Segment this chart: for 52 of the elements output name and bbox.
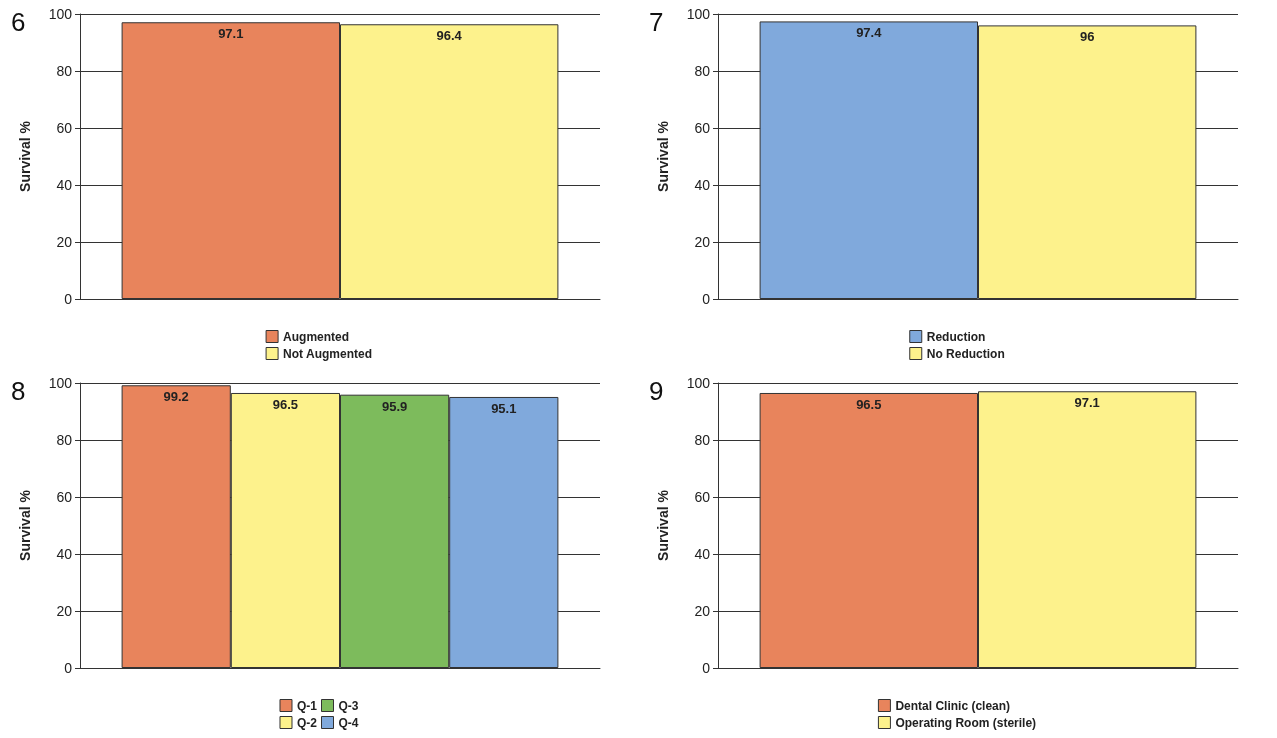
y-tick-label: 0 xyxy=(702,291,711,307)
legend-label: Dental Clinic (clean) xyxy=(895,698,1011,713)
y-axis-title: Survival % xyxy=(17,489,33,561)
data-label: 95.1 xyxy=(491,400,517,416)
y-tick-label: 40 xyxy=(694,177,711,193)
chart-title: 8 xyxy=(11,376,26,406)
y-tick-label: 20 xyxy=(694,603,711,619)
y-tick-label: 20 xyxy=(694,234,711,250)
y-tick-label: 0 xyxy=(702,660,711,676)
y-tick-label: 100 xyxy=(48,375,73,391)
legend-label: Q-1 xyxy=(297,698,318,713)
legend-label: No Reduction xyxy=(926,346,1005,361)
y-tick-label: 60 xyxy=(56,489,73,505)
y-axis-title: Survival % xyxy=(655,120,671,192)
legend-label: Reduction xyxy=(926,329,986,344)
legend-label: Q-2 xyxy=(297,715,318,730)
y-tick-label: 60 xyxy=(694,120,711,136)
data-label: 96.5 xyxy=(856,396,882,412)
chart-title: 9 xyxy=(649,376,664,406)
y-tick-label: 80 xyxy=(694,432,711,448)
legend-label: Not Augmented xyxy=(283,346,372,361)
y-tick-label: 40 xyxy=(56,177,73,193)
y-tick-label: 20 xyxy=(56,603,73,619)
legend-label: Augmented xyxy=(283,329,350,344)
legend-label: Q-4 xyxy=(338,715,359,730)
y-tick-label: 40 xyxy=(56,546,73,562)
data-label: 97.1 xyxy=(218,26,244,42)
data-label: 97.4 xyxy=(856,25,883,41)
y-tick-label: 60 xyxy=(56,120,73,136)
y-tick-label: 20 xyxy=(56,234,73,250)
y-tick-label: 0 xyxy=(64,291,73,307)
y-tick-label: 60 xyxy=(694,489,711,505)
legend-label: Q-3 xyxy=(338,698,359,713)
data-label: 97.1 xyxy=(1074,395,1100,411)
chart-title: 6 xyxy=(11,7,26,37)
data-label: 95.9 xyxy=(381,398,408,414)
y-tick-label: 80 xyxy=(56,432,73,448)
data-label: 99.2 xyxy=(163,389,189,405)
y-tick-label: 80 xyxy=(56,63,73,79)
y-tick-label: 80 xyxy=(694,63,711,79)
legend-label: Operating Room (sterile) xyxy=(895,715,1037,730)
data-label: 96.5 xyxy=(272,396,299,412)
y-axis-title: Survival % xyxy=(655,489,671,561)
y-axis-title: Survival % xyxy=(17,120,33,192)
y-tick-label: 0 xyxy=(64,660,73,676)
chart-title: 7 xyxy=(649,7,664,37)
y-tick-label: 100 xyxy=(686,375,711,391)
data-label: 96 xyxy=(1079,29,1095,45)
y-tick-label: 40 xyxy=(694,546,711,562)
y-tick-label: 100 xyxy=(686,6,711,22)
y-tick-label: 100 xyxy=(48,6,73,22)
data-label: 96.4 xyxy=(436,28,463,44)
